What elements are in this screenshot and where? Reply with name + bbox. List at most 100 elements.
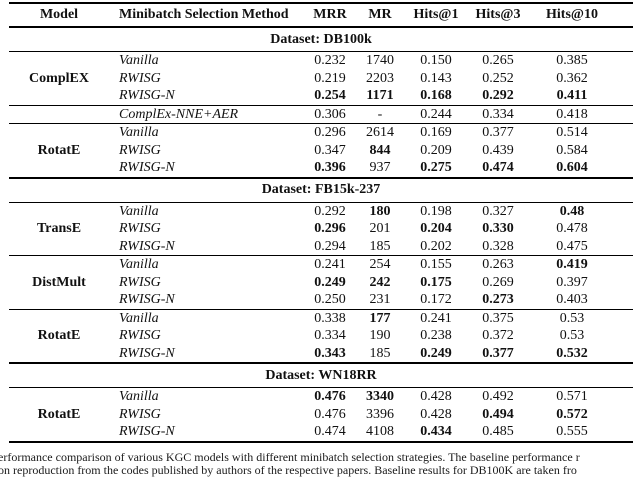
model-name: ComplEX [29, 70, 89, 86]
metric-value: 0.296 [314, 125, 346, 140]
data-row: RWISG 0.347 844 0.209 0.439 0.584 [9, 142, 633, 160]
method-name: ComplEx-NNE+AER [119, 106, 239, 122]
col-header-minibatch-selection-method: Minibatch Selection Method [119, 7, 289, 22]
data-row: RWISG 0.219 2203 0.143 0.252 0.362 [9, 70, 633, 88]
method-name: RWISG [119, 70, 161, 86]
metric-value: 0.238 [420, 328, 452, 343]
col-header-hits-10: Hits@10 [546, 7, 598, 22]
metric-value: 0.48 [559, 203, 585, 219]
metric-value: 0.476 [314, 389, 346, 404]
metric-value: 0.328 [482, 238, 514, 254]
method-name: RWISG [119, 274, 161, 290]
metric-value: 937 [369, 160, 391, 175]
metric-value: 0.53 [559, 328, 585, 343]
metric-value: 0.306 [314, 106, 346, 122]
method-name: RWISG-N [119, 238, 175, 254]
dataset-section-row: Dataset: WN18RR [9, 363, 633, 388]
model-name: RotatE [37, 328, 81, 343]
data-row: RWISG 0.334 190 0.238 0.372 0.53 [9, 327, 633, 345]
metric-value: 0.169 [420, 125, 452, 140]
metric-value: 0.375 [482, 310, 514, 326]
method-name: RWISG [119, 142, 161, 158]
method-name: RWISG-N [119, 160, 175, 175]
method-name: RWISG [119, 221, 161, 236]
metric-value: 0.492 [482, 389, 514, 404]
metric-value: 0.385 [556, 53, 588, 68]
metric-value: 0.478 [556, 221, 588, 236]
metric-value: 0.377 [482, 125, 514, 140]
metric-value: 254 [369, 257, 391, 272]
metric-value: 0.249 [314, 274, 346, 290]
metric-value: 0.434 [420, 424, 452, 439]
model-name: TransE [36, 221, 82, 236]
metric-value: 0.377 [482, 345, 514, 361]
col-header-model: Model [39, 7, 79, 22]
metric-value: 0.198 [420, 203, 452, 219]
col-header-mr: MR [368, 7, 392, 22]
metric-value: 2614 [366, 125, 394, 140]
data-row: RWISG-N 0.396 937 0.275 0.474 0.604 [9, 159, 633, 178]
metric-value: 0.219 [314, 70, 346, 86]
metric-value: 0.172 [420, 292, 452, 307]
metric-value: 0.572 [556, 406, 588, 422]
metric-value: 0.150 [420, 53, 452, 68]
data-row: RWISG 0.296 201 0.204 0.330 0.478 [9, 220, 633, 238]
metric-value: 0.428 [420, 406, 452, 422]
metric-value: 0.143 [420, 70, 452, 86]
metric-value: 0.249 [420, 345, 452, 361]
metric-value: 0.494 [482, 406, 514, 422]
metric-value: 0.428 [420, 389, 452, 404]
method-name: RWISG [119, 328, 161, 343]
data-row: RotatE Vanilla 0.296 2614 0.169 0.377 0.514 [9, 123, 633, 158]
table-header: Model Minibatch Selection Method MRR MR Hits… [9, 3, 633, 27]
metric-value: 0.403 [556, 292, 588, 307]
metric-value: 0.338 [314, 310, 346, 326]
metric-value: 0.485 [482, 424, 514, 439]
method-name: RWISG-N [119, 345, 175, 361]
method-name: Vanilla [119, 257, 159, 272]
metric-value: 0.168 [420, 88, 452, 103]
metric-value: 0.476 [314, 406, 346, 422]
metric-value: 3396 [366, 406, 394, 422]
caption-line-2: on reproduction from the codes published… [0, 463, 577, 477]
metric-value: 0.362 [556, 70, 588, 86]
metric-value: 0.294 [314, 238, 346, 254]
metric-value: 0.209 [420, 142, 452, 158]
metric-value: 0.474 [482, 160, 514, 175]
metric-value: 0.232 [314, 53, 346, 68]
dataset-label: Dataset: DB100k [270, 31, 372, 47]
data-row: TransE Vanilla 0.292 180 0.198 0.327 0.48 [9, 202, 633, 236]
model-name: RotatE [37, 142, 81, 158]
metric-value: 190 [369, 328, 391, 343]
metric-value: 242 [369, 274, 391, 290]
metric-value: 185 [369, 345, 391, 361]
data-row: RWISG 0.249 242 0.175 0.269 0.397 [9, 274, 633, 292]
metric-value: 0.604 [556, 160, 588, 175]
method-name: RWISG [119, 406, 161, 422]
metric-value: 0.202 [420, 238, 452, 254]
data-row: RWISG-N 0.294 185 0.202 0.328 0.475 [9, 238, 633, 256]
method-name: Vanilla [119, 53, 159, 68]
metric-value: 0.397 [556, 274, 588, 290]
metric-value: 0.296 [314, 221, 346, 236]
metric-value: 4108 [366, 424, 394, 439]
method-name: RWISG-N [119, 292, 175, 307]
metric-value: 0.273 [482, 292, 514, 307]
data-row: RWISG-N 0.250 231 0.172 0.273 0.403 [9, 291, 633, 309]
metric-value: 0.244 [420, 106, 452, 122]
metric-value: 0.396 [314, 160, 346, 175]
data-row: DistMult Vanilla 0.241 254 0.155 0.263 0.419 [9, 255, 633, 290]
metric-value: 177 [369, 310, 391, 326]
metric-value: 1171 [366, 88, 394, 103]
metric-value: 0.252 [482, 70, 514, 86]
metric-value: 0.419 [556, 257, 588, 272]
data-row: RWISG-N 0.254 1171 0.168 0.292 0.411 [9, 87, 633, 105]
metric-value: 0.532 [556, 345, 588, 361]
method-name: Vanilla [119, 125, 159, 140]
metric-value: 0.275 [420, 160, 452, 175]
metric-value: 231 [369, 292, 391, 307]
model-name [9, 105, 109, 124]
metric-value: 0.254 [314, 88, 346, 103]
metric-value: 0.343 [314, 345, 346, 361]
metric-value: 0.250 [314, 292, 346, 307]
